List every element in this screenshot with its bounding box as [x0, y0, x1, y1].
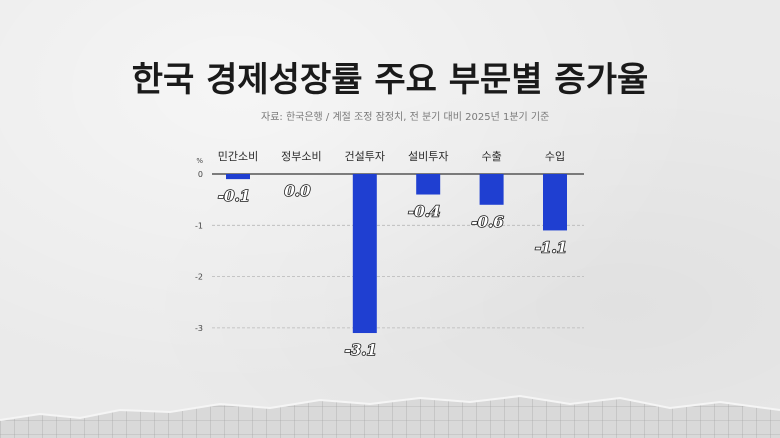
data-label: 0.0: [284, 182, 311, 200]
category-label: 민간소비: [218, 150, 258, 163]
data-label: -0.4: [408, 203, 440, 221]
y-tick-label: -3: [195, 324, 203, 333]
data-label: -1.1: [535, 238, 567, 256]
data-label: -0.6: [471, 213, 504, 231]
category-label: 설비투자: [408, 150, 448, 163]
data-label: -3.1: [345, 341, 377, 359]
bar: [416, 174, 441, 195]
bar: [226, 174, 250, 180]
chart-source-note: 자료: 한국은행 / 계절 조정 잠정치, 전 분기 대비 2025년 1분기 …: [261, 112, 550, 123]
bar: [479, 174, 504, 205]
bar: [352, 174, 377, 334]
y-tick-label: -1: [195, 221, 203, 230]
category-label: 건설투자: [345, 150, 385, 163]
category-label: 수입: [545, 150, 565, 163]
y-unit-label: %: [196, 157, 203, 165]
y-tick-label: 0: [198, 170, 203, 179]
data-label: -0.1: [218, 187, 250, 205]
category-label: 정부소비: [281, 150, 321, 163]
chart-title: 한국 경제성장률 주요 부문별 증가율: [131, 60, 649, 100]
bar: [543, 174, 567, 231]
category-label: 수출: [481, 150, 501, 163]
y-tick-label: -2: [195, 273, 203, 282]
